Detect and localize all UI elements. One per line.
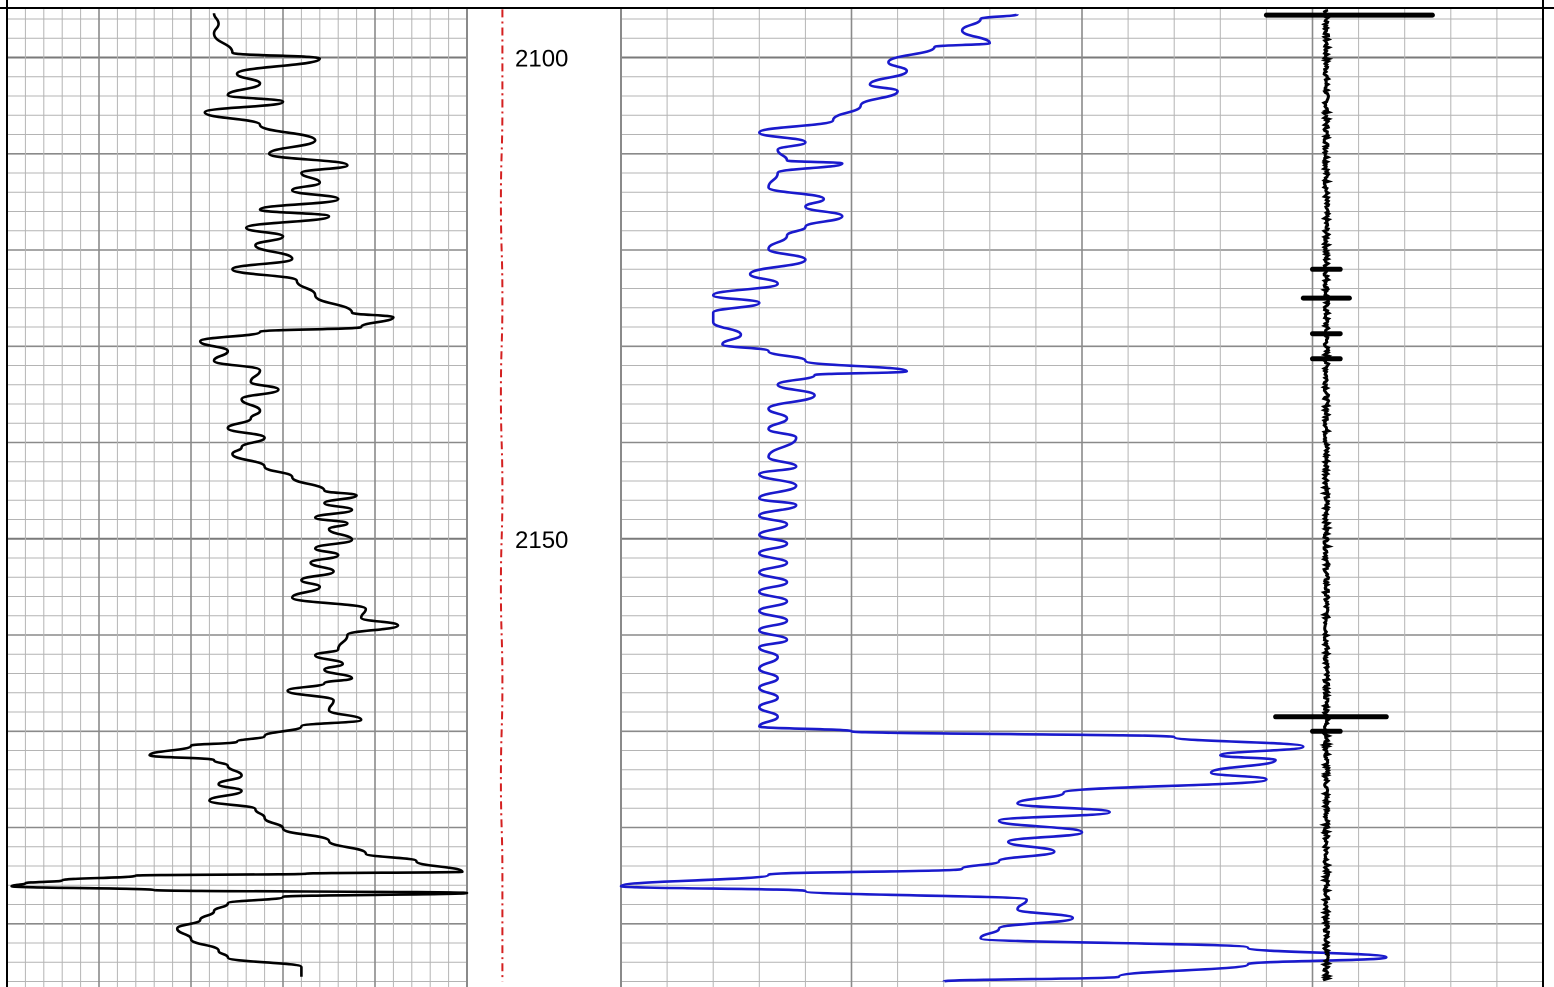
depth-label-2100: 2100 [515,46,568,73]
right-track-curve [619,12,1388,983]
left-track-curve [10,13,469,977]
depth-label-2150: 2150 [515,527,568,554]
depth-track-curve [499,9,504,982]
log-curves [10,9,1435,983]
depth-labels: 2100 2150 [515,46,568,554]
noise-curve-trace [1319,9,1334,982]
